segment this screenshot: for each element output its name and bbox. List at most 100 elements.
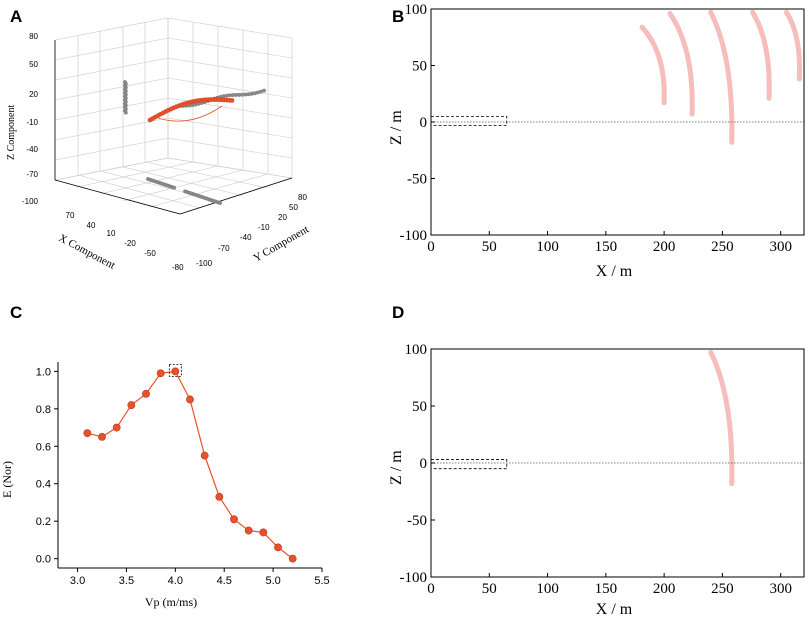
y-axis-label: Z / m xyxy=(388,110,405,145)
x-tick-label: 100 xyxy=(536,581,559,597)
data-point xyxy=(244,526,253,535)
x-tick-label: 150 xyxy=(595,239,618,255)
data-point xyxy=(215,492,224,501)
x-tick-label: 3.5 xyxy=(119,575,134,587)
panel-label-a: A xyxy=(10,7,22,26)
y-tick-label: 1.0 xyxy=(36,366,51,378)
x-tick: -20 xyxy=(124,239,136,248)
y-axis-label: E (Nor) xyxy=(0,461,14,498)
y-tick-label: 100 xyxy=(405,2,428,18)
x-axis-label: X Component xyxy=(57,232,117,272)
3d-grid xyxy=(54,17,293,215)
y-axis-label: Z / m xyxy=(388,450,405,485)
y-tick-label: 50 xyxy=(412,399,427,415)
peak-highlight-box xyxy=(168,363,182,377)
x-tick: -50 xyxy=(144,249,156,258)
x-tick-label: 150 xyxy=(595,581,618,597)
z-tick: -100 xyxy=(22,197,39,206)
z-tick: -10 xyxy=(26,118,38,127)
x-tick-label: 200 xyxy=(653,239,676,255)
x-tick-labels: 70 40 10 -20 -50 xyxy=(66,211,157,258)
panel-c: C E (Nor) Vp (m/ms) 3.0 3.5 4.0 4.5 5.0 5.5 0.… xyxy=(0,303,330,609)
y-tick-label: 0.8 xyxy=(36,404,51,416)
z-tick-labels: 80 50 20 -10 -40 -70 -100 xyxy=(22,32,39,206)
y-axis-line xyxy=(179,177,293,215)
plot-area-b: 0 50 100 150 200 250 300 100 50 0 -50 -100 xyxy=(400,2,805,255)
z-tick: -70 xyxy=(26,170,38,179)
trajectory-line xyxy=(157,105,223,122)
y-tick-label: -100 xyxy=(400,570,428,586)
y-tick: -80 xyxy=(172,263,184,272)
y-tick-label: -100 xyxy=(400,228,428,244)
z-tick: 50 xyxy=(29,60,38,69)
x-tick-label: 0 xyxy=(427,239,435,255)
panel-label-d: D xyxy=(392,303,404,322)
data-point xyxy=(112,423,121,432)
data-point xyxy=(127,401,136,409)
x-tick: 10 xyxy=(107,229,116,238)
x-tick-label: 0 xyxy=(427,581,435,597)
z-tick: 20 xyxy=(29,90,38,99)
y-tick-label: 0.4 xyxy=(36,479,51,491)
y-tick-label: 0.6 xyxy=(36,441,51,453)
data-point xyxy=(83,429,92,438)
x-tick-label: 4.5 xyxy=(217,575,232,587)
z-axis-label: Z Component xyxy=(6,105,17,160)
y-tick: -40 xyxy=(240,233,252,242)
x-tick-label: 3.0 xyxy=(70,575,85,587)
data-point xyxy=(98,433,106,441)
wavefront-arc xyxy=(784,9,803,82)
y-tick: -10 xyxy=(258,223,270,232)
wavefront-arc xyxy=(667,11,695,117)
data-point xyxy=(142,389,150,398)
projection-point xyxy=(172,185,177,190)
projection-point xyxy=(262,88,266,93)
data-point xyxy=(156,369,165,378)
x-tick-label: 300 xyxy=(769,581,792,597)
wavefront-arc xyxy=(708,349,735,487)
y-tick: -100 xyxy=(196,259,213,268)
x-axis-label: X / m xyxy=(596,601,633,618)
x-tick: 40 xyxy=(87,221,96,230)
y-tick: 20 xyxy=(278,213,287,222)
x-tick-label: 250 xyxy=(711,581,734,597)
y-tick: -70 xyxy=(218,244,230,253)
tunnel-box xyxy=(430,115,508,126)
data-point xyxy=(171,367,180,376)
y-tick-label: 100 xyxy=(405,342,428,358)
panel-b: B Z / m X / m 0 50 100 150 200 250 300 100 50 0 -5… xyxy=(388,2,805,280)
y-tick-label: 0 xyxy=(420,115,428,131)
y-tick-label: -50 xyxy=(407,513,427,529)
3d-axes xyxy=(54,40,293,215)
x-tick-label: 50 xyxy=(482,581,497,597)
data-point xyxy=(200,451,209,460)
data-point xyxy=(288,554,297,563)
x-tick: 70 xyxy=(66,211,75,220)
x-tick-label: 4.0 xyxy=(168,575,183,587)
x-axis-label: Vp (m/ms) xyxy=(145,595,197,609)
plot-area-d: 0 50 100 150 200 250 300 100 50 0 -50 -100 xyxy=(400,342,805,597)
x-tick-label: 5.0 xyxy=(265,575,280,587)
y-tick-label: -50 xyxy=(407,172,427,188)
x-tick-label: 5.5 xyxy=(314,575,329,587)
y-tick-labels: 80 50 20 -10 -40 -70 -100 -80 xyxy=(172,193,307,272)
x-tick-label: 250 xyxy=(711,239,734,255)
x-tick-label: 200 xyxy=(653,581,676,597)
x-tick-label: 300 xyxy=(769,239,792,255)
wavefront-arc xyxy=(750,9,772,101)
y-tick: 50 xyxy=(289,203,298,212)
plot-area-c: 3.0 3.5 4.0 4.5 5.0 5.5 0.0 0.2 0.4 0.6 0.8 1.0 xyxy=(36,362,330,587)
data-point xyxy=(274,543,282,552)
y-tick-label: 50 xyxy=(412,59,427,75)
data-point xyxy=(186,395,194,404)
z-tick: 80 xyxy=(29,32,38,41)
y-tick-label: 0.2 xyxy=(36,516,51,528)
projection-point xyxy=(123,110,128,115)
x-axis-line xyxy=(54,179,181,215)
projection-point xyxy=(218,201,222,205)
back-wall-left xyxy=(54,17,169,181)
x-axis-label: X / m xyxy=(596,263,633,280)
trajectory-point xyxy=(229,98,235,103)
panel-label-b: B xyxy=(392,7,404,26)
y-tick-label: 0 xyxy=(420,456,428,472)
